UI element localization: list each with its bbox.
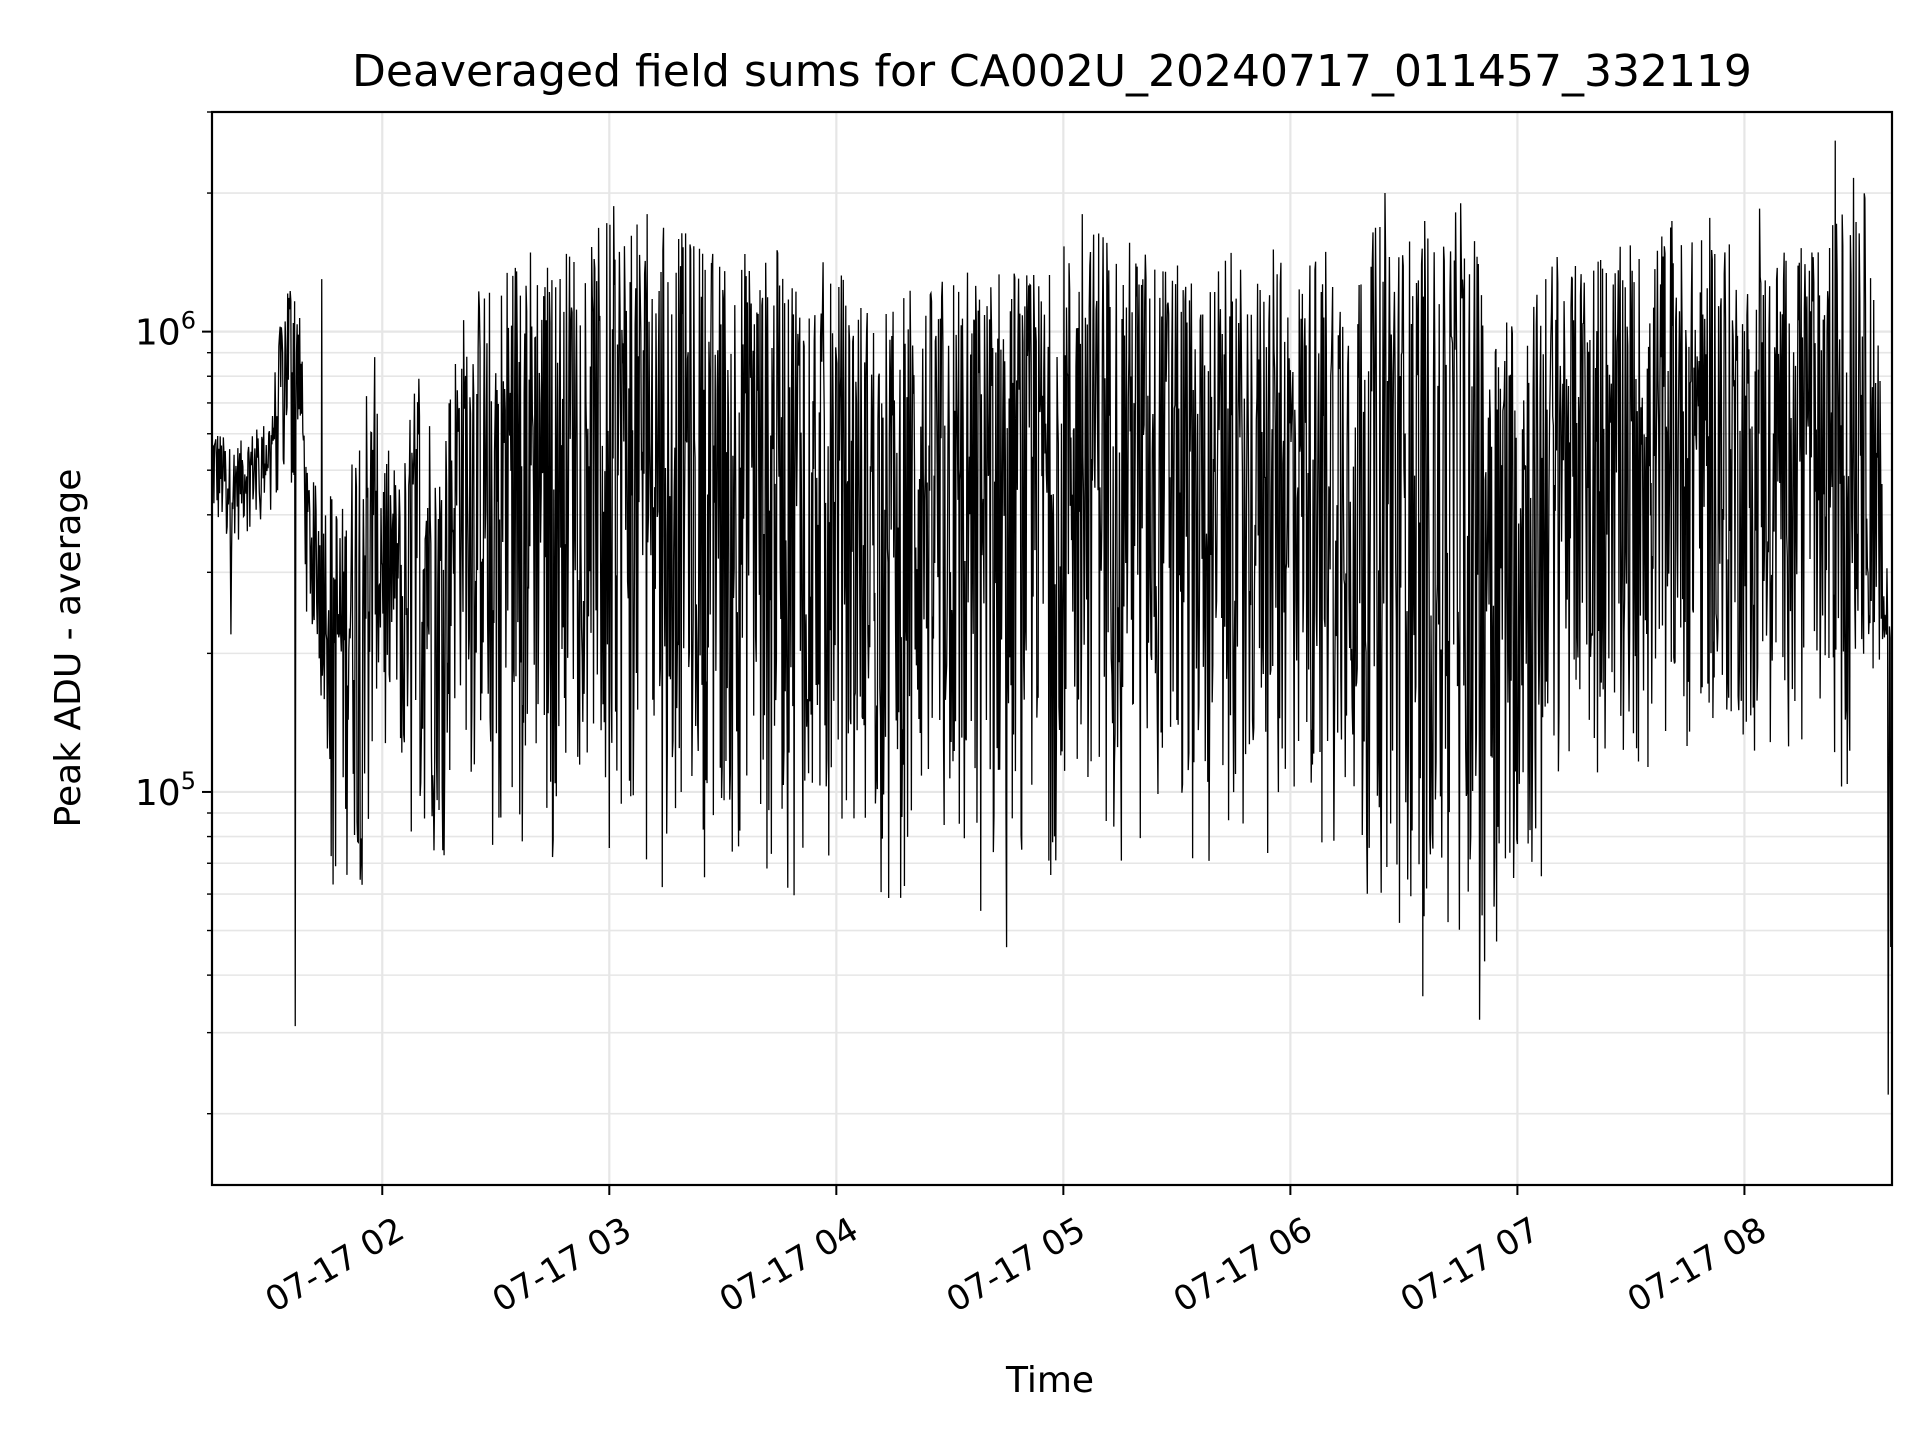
y-tick-label: 105 — [135, 767, 196, 814]
chart-title: Deaveraged field sums for CA002U_2024071… — [352, 46, 1752, 97]
y-tick-base: 10 — [135, 313, 181, 354]
series-line — [212, 140, 1892, 1095]
y-tick-label: 106 — [135, 307, 196, 354]
y-axis-label: Peak ADU - average — [48, 469, 89, 828]
plot-area — [212, 140, 1892, 1095]
y-tick-exponent: 6 — [181, 307, 196, 335]
y-tick-base: 10 — [135, 773, 181, 814]
x-axis-label: Time — [1005, 1360, 1094, 1401]
plot-frame — [210, 110, 1894, 1187]
y-tick-exponent: 5 — [181, 767, 196, 795]
